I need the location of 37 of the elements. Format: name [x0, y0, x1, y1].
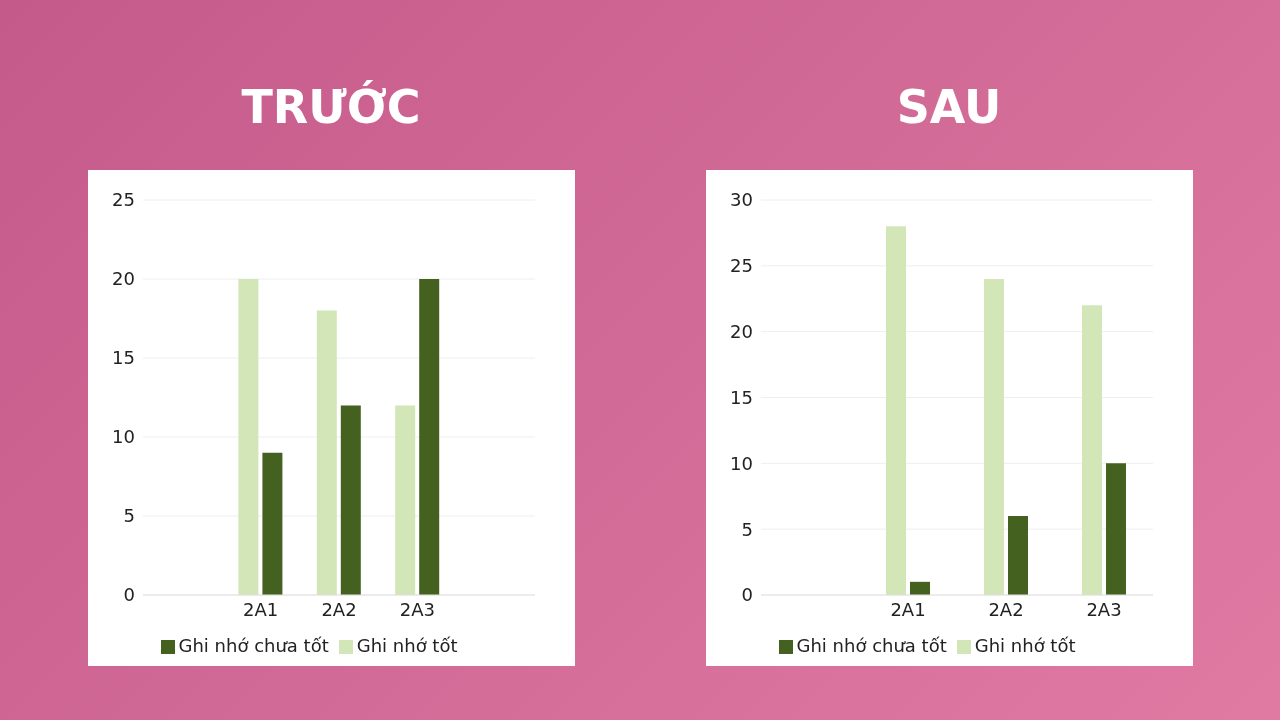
y-tick-label: 10: [730, 452, 753, 474]
bar: [262, 452, 283, 595]
bar: [238, 279, 259, 595]
bar: [886, 226, 906, 595]
bar: [1106, 463, 1126, 595]
y-tick-label: 20: [730, 321, 753, 343]
legend-label: Ghi nhớ chưa tốt: [178, 635, 329, 656]
y-tick-label: 5: [123, 505, 135, 527]
bar: [395, 405, 416, 595]
legend-label: Ghi nhớ chưa tốt: [796, 635, 947, 656]
x-tick-label: 2A2: [321, 598, 357, 620]
bar: [419, 279, 440, 595]
y-tick-label: 0: [123, 584, 135, 606]
bar: [316, 310, 337, 595]
y-tick-label: 15: [730, 386, 753, 408]
x-tick-label: 2A1: [242, 598, 279, 620]
chart-title: TRƯỚC: [240, 80, 422, 136]
bar: [984, 279, 1004, 595]
legend-label: Ghi nhớ tốt: [974, 635, 1076, 656]
y-tick-label: 5: [741, 518, 753, 540]
x-tick-label: 2A1: [890, 598, 926, 620]
y-tick-label: 15: [112, 347, 135, 369]
legend-label: Ghi nhớ tốt: [356, 635, 458, 656]
y-tick-label: 0: [741, 584, 753, 606]
y-tick-label: 10: [112, 426, 135, 448]
x-tick-label: 2A2: [988, 598, 1024, 620]
bar: [1008, 516, 1028, 595]
bar: [340, 405, 361, 595]
y-tick-label: 30: [730, 189, 753, 211]
chart-title: SAU: [895, 80, 1003, 136]
y-tick-label: 25: [112, 189, 135, 211]
x-tick-label: 2A3: [1086, 598, 1122, 620]
y-tick-label: 20: [112, 268, 135, 290]
bar: [1082, 305, 1102, 595]
bar: [910, 581, 930, 595]
x-tick-label: 2A3: [399, 598, 436, 620]
y-tick-label: 25: [730, 255, 753, 277]
